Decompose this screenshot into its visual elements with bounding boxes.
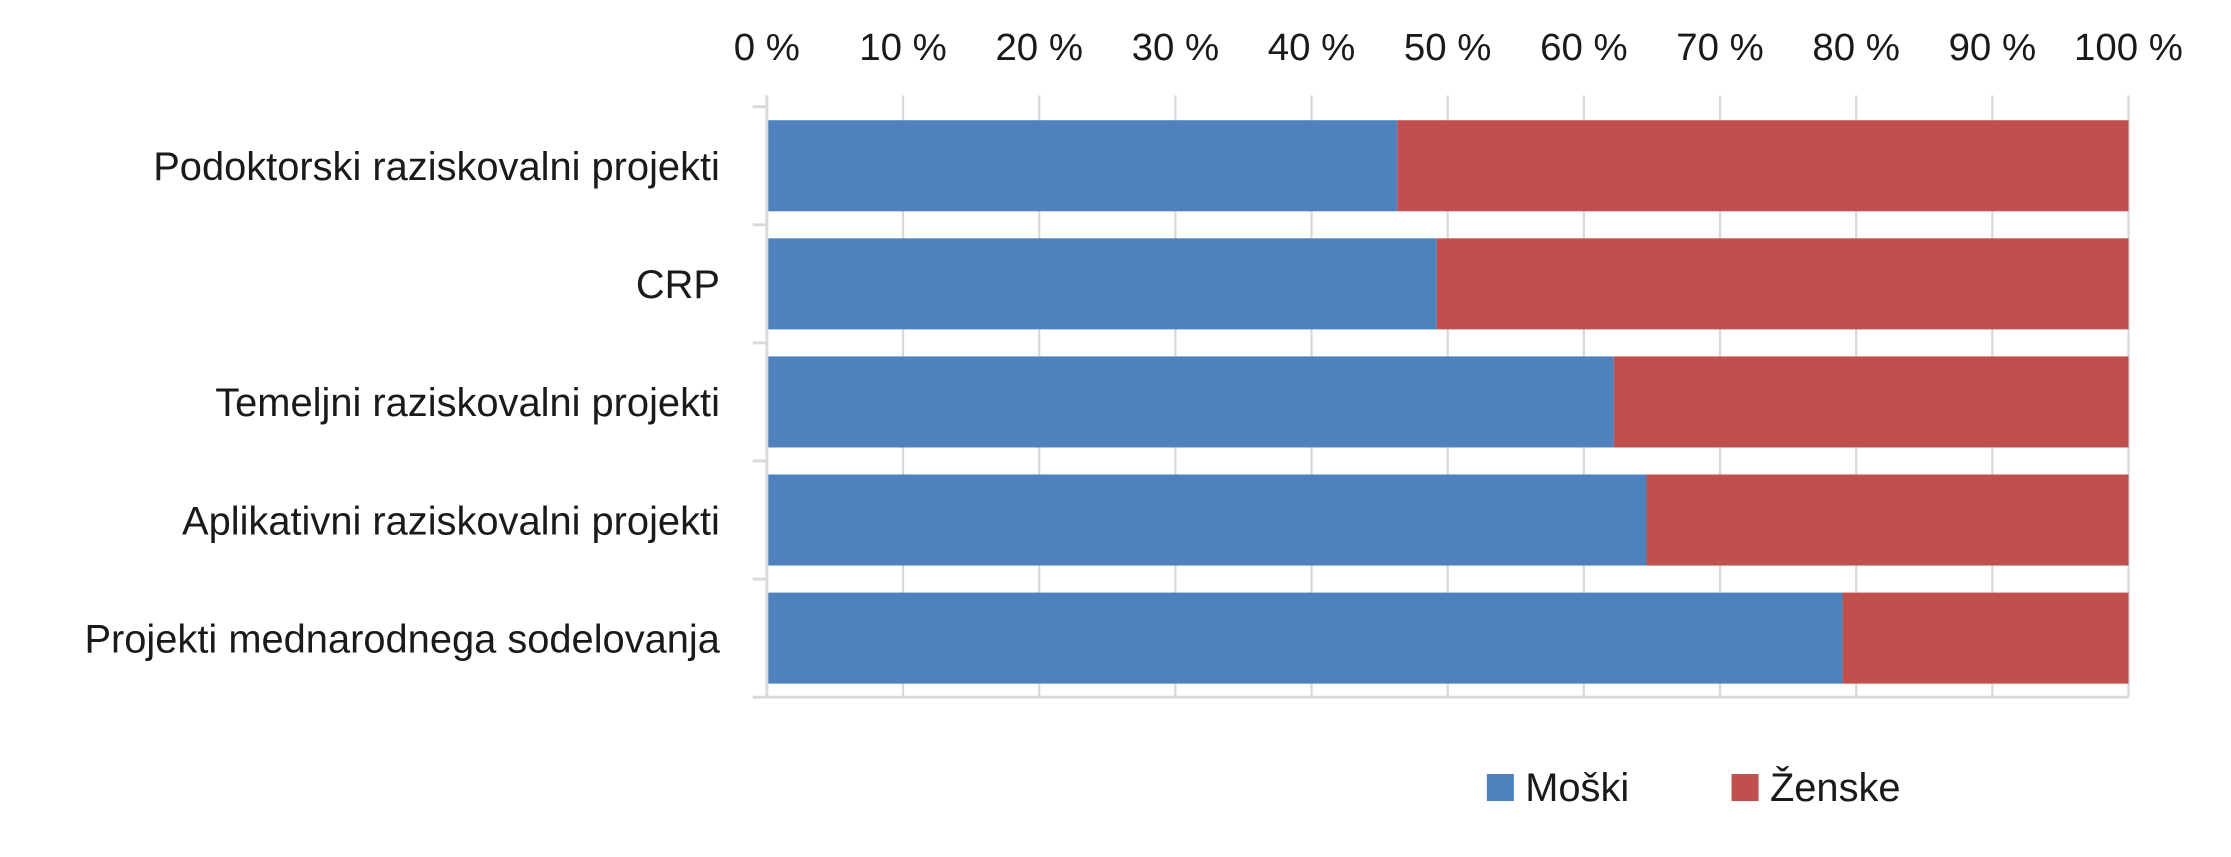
legend: Moški Ženske [1486, 765, 1901, 810]
bar-moski [766, 356, 1614, 448]
legend-swatch [1731, 774, 1759, 802]
legend-label: Moški [1525, 766, 1629, 810]
x-tick-labels: 0 % 10 % 20 % 30 % 40 % 50 % 60 % 70 % 80 % 90 % 1… [734, 26, 2183, 69]
bar-zenske [1436, 238, 2129, 330]
x-tick-label: 50 % [1404, 26, 1492, 69]
x-tick-label: 40 % [1268, 26, 1356, 69]
bars [766, 120, 2129, 684]
bar-moski [766, 592, 1843, 684]
category-label: CRP [636, 263, 720, 307]
bar-zenske [1842, 592, 2129, 684]
x-tick-label: 100 % [2074, 26, 2183, 69]
legend-label: Ženske [1770, 765, 1901, 810]
bar-zenske [1613, 356, 2129, 448]
bar-moski [766, 474, 1647, 566]
axes [752, 95, 2129, 699]
x-tick-label: 30 % [1132, 26, 1220, 69]
legend-swatch [1486, 774, 1514, 802]
bar-moski [766, 238, 1437, 330]
x-tick-label: 90 % [1949, 26, 2037, 69]
category-label: Aplikativni raziskovalni projekti [182, 499, 720, 543]
bar-zenske [1646, 474, 2129, 566]
bar-moski [766, 120, 1398, 212]
x-tick-label: 60 % [1540, 26, 1628, 69]
x-tick-label: 0 % [734, 26, 800, 69]
x-tick-label: 70 % [1676, 26, 1764, 69]
x-tick-label: 80 % [1812, 26, 1900, 69]
category-labels: Podoktorski raziskovalni projekti CRP Teme… [84, 145, 720, 661]
x-tick-label: 10 % [859, 26, 947, 69]
category-label: Projekti mednarodnega sodelovanja [84, 617, 720, 661]
x-tick-label: 20 % [995, 26, 1083, 69]
bar-zenske [1397, 120, 2129, 212]
category-label: Temeljni raziskovalni projekti [215, 381, 720, 425]
category-label: Podoktorski raziskovalni projekti [153, 145, 720, 189]
